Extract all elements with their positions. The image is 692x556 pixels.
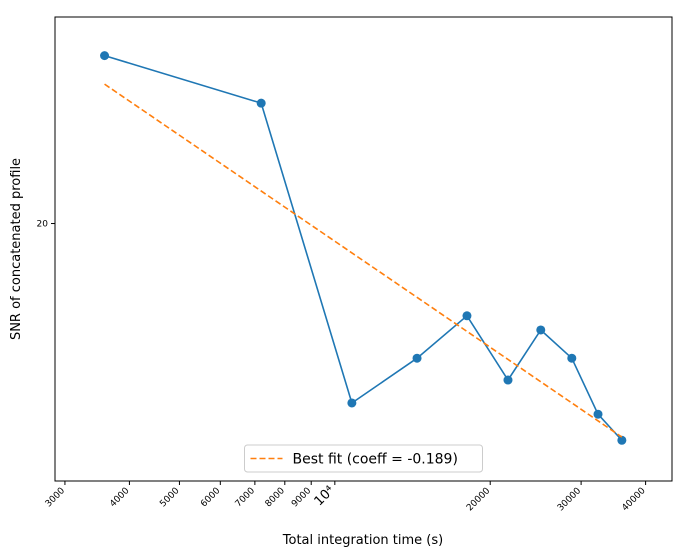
data-point	[347, 398, 357, 408]
data-point	[617, 435, 627, 445]
y-tick-label: 20	[37, 220, 49, 230]
data-point	[593, 409, 603, 419]
legend-box	[244, 444, 483, 473]
data-point	[462, 311, 472, 321]
legend-label: Best fit (coeff = -0.189)	[293, 452, 458, 468]
series-line	[104, 83, 623, 438]
series-line	[104, 54, 623, 441]
y-axis-label: SNR of concatenated profile	[9, 158, 24, 340]
data-point	[100, 51, 110, 61]
data-point	[567, 353, 577, 363]
data-point	[256, 98, 266, 108]
plot-frame	[54, 16, 673, 482]
data-point	[412, 353, 422, 363]
data-point	[503, 375, 513, 385]
x-axis-label: Total integration time (s)	[282, 533, 443, 548]
data-point	[536, 325, 546, 335]
